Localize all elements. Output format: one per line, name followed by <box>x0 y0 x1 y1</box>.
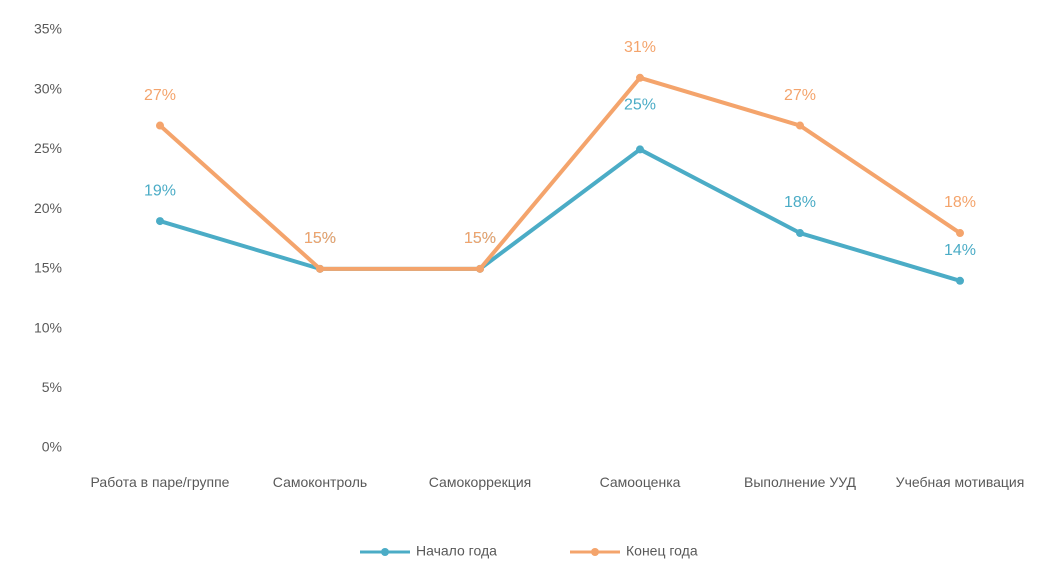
marker <box>956 229 964 238</box>
marker <box>956 276 964 285</box>
data-label: 31% <box>624 39 656 56</box>
x-tick-label: Самоконтроль <box>272 474 368 490</box>
y-tick-label: 0% <box>42 439 62 455</box>
data-label: 27% <box>784 87 816 104</box>
legend-marker <box>381 548 389 556</box>
data-label: 18% <box>944 194 976 211</box>
legend-marker <box>591 548 599 556</box>
data-label: 27% <box>144 87 176 104</box>
y-tick-label: 10% <box>34 319 62 335</box>
x-tick-label: Учебная мотивация <box>895 474 1025 490</box>
y-tick-label: 35% <box>34 21 62 37</box>
y-tick-label: 25% <box>34 140 62 156</box>
marker <box>156 121 164 130</box>
data-label: 25% <box>624 97 656 114</box>
marker <box>636 145 644 154</box>
series-line <box>159 147 961 283</box>
data-label: 15% <box>304 230 336 247</box>
x-tick-label: Самокоррекция <box>428 474 532 490</box>
data-label: 18% <box>784 194 816 211</box>
y-tick-label: 20% <box>34 200 62 216</box>
series-line <box>158 75 962 271</box>
x-tick-label: Работа в паре/группе <box>90 474 230 490</box>
legend-label: Конец года <box>626 543 698 559</box>
data-label: 19% <box>144 182 176 199</box>
y-tick-label: 15% <box>34 260 62 276</box>
marker <box>156 217 164 226</box>
data-label: 14% <box>944 242 976 259</box>
marker <box>796 229 804 238</box>
data-label: 15% <box>304 230 336 247</box>
data-label: 15% <box>464 230 496 247</box>
x-tick-label: Самооценка <box>599 474 681 490</box>
y-tick-label: 30% <box>34 80 62 96</box>
marker <box>316 264 324 273</box>
data-label: 15% <box>464 230 496 247</box>
marker <box>636 73 644 82</box>
legend-label: Начало года <box>416 543 497 559</box>
y-tick-label: 5% <box>42 379 62 395</box>
x-tick-label: Выполнение УУД <box>743 474 856 490</box>
marker <box>796 121 804 130</box>
marker <box>476 264 484 273</box>
